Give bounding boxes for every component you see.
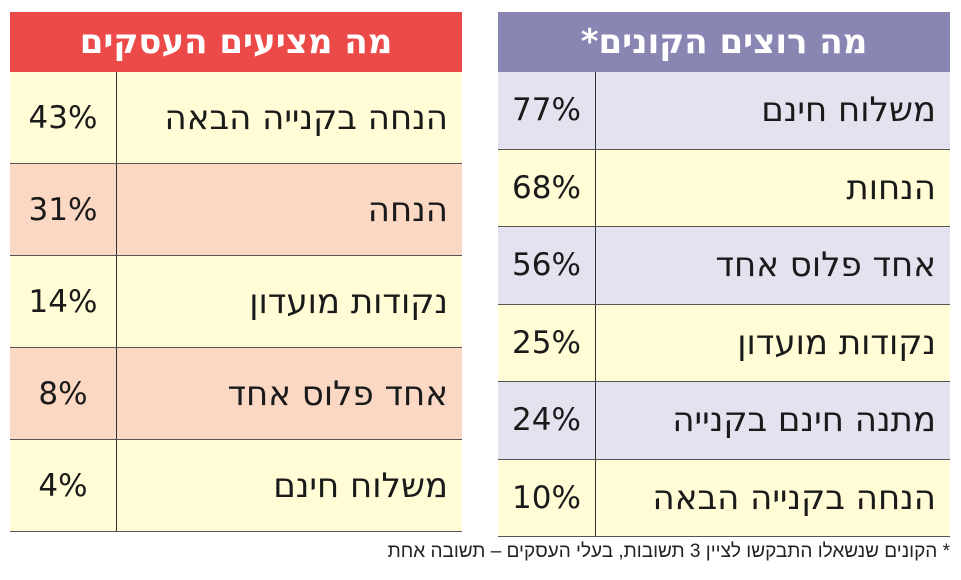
row-label: נקודות מועדון [595, 304, 950, 381]
table-row: הנחה בקנייה הבאה 43% [10, 72, 462, 164]
row-percentage: 68% [512, 169, 581, 206]
business-offers-table: מה מציעים העסקים הנחה בקנייה הבאה 43% הנחה… [10, 12, 462, 532]
table-row: אחד פלוס אחד 8% [10, 348, 462, 440]
row-percentage: 8% [38, 375, 88, 412]
table-row: משלוח חינם 4% [10, 440, 462, 532]
row-label: הנחה [116, 164, 462, 255]
row-percentage: 14% [28, 283, 98, 320]
row-percentage: 31% [28, 191, 98, 228]
row-percentage: 25% [512, 324, 581, 361]
table-row: אחד פלוס אחד 56% [498, 227, 950, 305]
row-label: הנחה בקנייה הבאה [595, 459, 950, 536]
table-row: משלוח חינם 77% [498, 72, 950, 150]
business-offers-rows: הנחה בקנייה הבאה 43% הנחה 31% נקודות מועדון 1… [10, 72, 462, 532]
row-label: משלוח חינם [595, 72, 950, 149]
table-row: נקודות מועדון 25% [498, 304, 950, 382]
table-row: מתנה חינם בקנייה 24% [498, 382, 950, 460]
footnote: * הקונים שנשאלו התבקשו לציין 3 תשובות, ב… [387, 541, 950, 562]
row-label: משלוח חינם [116, 440, 462, 531]
row-percentage: 10% [512, 479, 581, 516]
row-label: אחד פלוס אחד [595, 227, 950, 304]
table-row: הנחה 31% [10, 164, 462, 256]
business-offers-title: מה מציעים העסקים [10, 12, 462, 72]
table-row: הנחה בקנייה הבאה 10% [498, 459, 950, 537]
row-label: אחד פלוס אחד [116, 348, 462, 439]
customer-wants-title: מה רוצים הקונים* [498, 12, 950, 72]
row-label: הנחה בקנייה הבאה [116, 72, 462, 163]
row-percentage: 56% [512, 247, 581, 284]
row-percentage: 24% [512, 402, 581, 439]
row-percentage: 77% [512, 92, 581, 129]
row-label: מתנה חינם בקנייה [595, 382, 950, 459]
customer-wants-table: מה רוצים הקונים* משלוח חינם 77% הנחות 68% אח… [498, 12, 950, 537]
row-label: הנחות [595, 149, 950, 226]
customer-wants-rows: משלוח חינם 77% הנחות 68% אחד פלוס אחד 56% נקוד… [498, 72, 950, 537]
row-label: נקודות מועדון [116, 256, 462, 347]
row-percentage: 43% [28, 99, 98, 136]
table-row: נקודות מועדון 14% [10, 256, 462, 348]
row-percentage: 4% [38, 467, 88, 504]
table-row: הנחות 68% [498, 149, 950, 227]
